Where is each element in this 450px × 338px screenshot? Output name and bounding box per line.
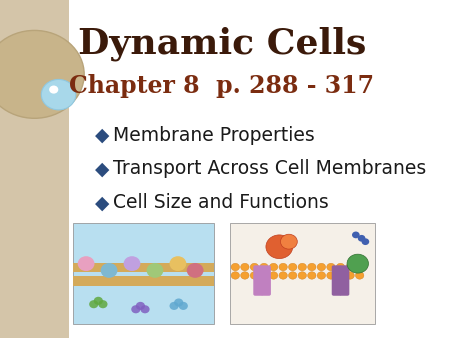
FancyBboxPatch shape [261,265,271,296]
Text: ◆: ◆ [94,193,109,212]
Circle shape [250,272,259,279]
Circle shape [179,302,188,310]
Circle shape [170,302,179,310]
Circle shape [308,263,316,271]
Circle shape [347,254,369,273]
Circle shape [140,305,149,313]
Text: Chapter 8  p. 288 - 317: Chapter 8 p. 288 - 317 [69,74,374,98]
FancyBboxPatch shape [73,276,214,286]
Circle shape [231,272,239,279]
Circle shape [288,263,297,271]
Circle shape [101,263,117,278]
Circle shape [361,238,369,245]
FancyBboxPatch shape [253,265,263,296]
Circle shape [241,272,249,279]
Text: Transport Across Cell Membranes: Transport Across Cell Membranes [113,160,426,178]
FancyBboxPatch shape [332,265,342,296]
Circle shape [0,30,84,118]
Circle shape [298,263,306,271]
Circle shape [41,79,76,110]
Circle shape [266,235,292,259]
Circle shape [124,256,140,271]
Circle shape [346,272,354,279]
Circle shape [279,272,288,279]
Text: Dynamic Cells: Dynamic Cells [78,27,366,61]
Circle shape [358,235,365,242]
Circle shape [346,263,354,271]
Circle shape [317,272,326,279]
Circle shape [288,272,297,279]
Circle shape [308,272,316,279]
Circle shape [270,272,278,279]
Circle shape [49,86,58,94]
Circle shape [131,305,140,313]
Circle shape [231,263,239,271]
Circle shape [78,256,94,271]
FancyBboxPatch shape [0,0,69,338]
Circle shape [89,300,99,308]
Circle shape [94,297,103,305]
Circle shape [187,263,203,278]
Circle shape [352,232,360,238]
Circle shape [336,272,345,279]
Circle shape [327,272,335,279]
FancyBboxPatch shape [73,223,214,324]
Circle shape [298,272,306,279]
Circle shape [174,298,183,307]
Circle shape [270,263,278,271]
Text: ◆: ◆ [94,126,109,145]
Circle shape [317,263,326,271]
FancyBboxPatch shape [230,223,375,324]
Text: Cell Size and Functions: Cell Size and Functions [113,193,328,212]
Circle shape [279,263,288,271]
Text: Membrane Properties: Membrane Properties [113,126,315,145]
Circle shape [260,263,268,271]
Circle shape [356,263,364,271]
Circle shape [99,300,108,308]
Circle shape [241,263,249,271]
Circle shape [250,263,259,271]
Circle shape [356,272,364,279]
Circle shape [170,256,186,271]
Text: ◆: ◆ [94,160,109,178]
Circle shape [327,263,335,271]
Circle shape [260,272,268,279]
Circle shape [280,234,297,249]
Circle shape [136,302,145,310]
Circle shape [147,263,163,278]
Circle shape [336,263,345,271]
FancyBboxPatch shape [73,263,214,272]
FancyBboxPatch shape [339,265,349,296]
